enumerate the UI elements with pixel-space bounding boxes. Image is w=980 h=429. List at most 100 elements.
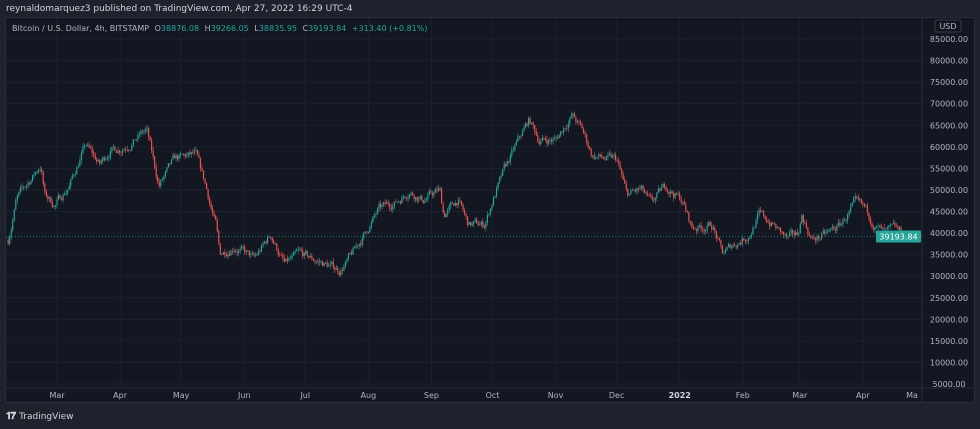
candle xyxy=(628,193,630,196)
candle xyxy=(827,230,829,233)
candle xyxy=(59,195,61,199)
candle xyxy=(213,213,215,216)
candle xyxy=(439,188,441,190)
candle xyxy=(619,163,621,170)
candle xyxy=(749,236,751,239)
candle xyxy=(711,225,713,230)
candle xyxy=(575,117,577,123)
candle xyxy=(137,134,139,140)
candle xyxy=(886,227,888,229)
candle xyxy=(138,134,141,136)
x-tick-label: 2022 xyxy=(669,391,691,400)
candle xyxy=(821,233,823,239)
candle xyxy=(784,234,786,235)
candle xyxy=(888,225,890,228)
y-tick-label: 20000.00 xyxy=(930,315,968,324)
candle xyxy=(663,184,666,188)
candle xyxy=(274,243,276,245)
candle xyxy=(22,186,25,188)
candle xyxy=(776,227,778,229)
candle xyxy=(147,128,150,137)
candle xyxy=(224,252,226,255)
candle xyxy=(705,230,707,232)
candle xyxy=(160,180,162,186)
candle xyxy=(564,128,566,129)
y-tick-label: 15000.00 xyxy=(930,337,968,346)
candle xyxy=(448,205,450,210)
candle xyxy=(405,197,408,199)
candle xyxy=(338,272,340,276)
candle xyxy=(141,131,144,133)
candle xyxy=(804,222,806,224)
candle xyxy=(320,261,322,263)
candle xyxy=(601,155,603,158)
candle xyxy=(537,135,539,142)
candle xyxy=(372,216,374,223)
y-tick-label: 75000.00 xyxy=(930,78,968,87)
candle xyxy=(656,192,658,198)
candle xyxy=(60,198,63,201)
candle xyxy=(659,188,661,191)
candle xyxy=(42,172,44,184)
candle xyxy=(48,197,50,199)
candle xyxy=(154,156,156,167)
candle xyxy=(445,214,447,218)
candle xyxy=(288,258,290,261)
candle xyxy=(364,231,366,233)
candle xyxy=(271,237,273,241)
candle xyxy=(31,174,34,181)
candle xyxy=(18,191,20,196)
candle xyxy=(299,249,301,250)
candle xyxy=(346,258,348,262)
candle xyxy=(605,156,608,160)
candle xyxy=(596,157,598,158)
candle xyxy=(344,261,347,267)
candle xyxy=(813,237,815,239)
candle xyxy=(71,175,73,180)
candle xyxy=(189,152,191,155)
candle xyxy=(840,224,843,226)
candle xyxy=(898,227,901,230)
candle xyxy=(437,188,440,191)
candle xyxy=(268,236,270,238)
candle xyxy=(193,150,195,153)
candle xyxy=(341,270,344,272)
candle xyxy=(474,219,476,222)
candle xyxy=(79,160,81,167)
candle xyxy=(613,154,615,157)
chart-legend: Bitcoin / U.S. Dollar, 4h, BITSTAMP O388… xyxy=(12,24,430,33)
candle xyxy=(363,232,365,239)
candle xyxy=(222,252,224,255)
candle xyxy=(219,243,221,255)
candle xyxy=(534,125,536,132)
candle xyxy=(868,212,870,219)
candle xyxy=(373,214,376,217)
candle xyxy=(329,263,331,266)
candle xyxy=(764,215,766,220)
candle xyxy=(756,214,759,221)
y-tick-label: 80000.00 xyxy=(930,57,968,66)
candle xyxy=(279,254,281,256)
candle xyxy=(292,252,295,256)
candle xyxy=(155,166,157,177)
candle xyxy=(109,151,112,158)
candle xyxy=(817,236,820,239)
candle xyxy=(294,251,296,253)
candle xyxy=(355,245,357,248)
candle xyxy=(494,196,496,198)
candle xyxy=(627,188,629,196)
candle xyxy=(112,146,115,148)
candle xyxy=(390,207,392,210)
candle xyxy=(872,227,875,230)
candle xyxy=(479,224,481,226)
candle xyxy=(514,145,516,150)
candle xyxy=(792,230,794,234)
candle xyxy=(163,176,165,179)
candle xyxy=(77,166,79,168)
candle xyxy=(44,183,46,192)
candle xyxy=(595,157,597,159)
candle xyxy=(143,131,145,133)
candle xyxy=(102,157,104,162)
candle xyxy=(65,192,67,195)
